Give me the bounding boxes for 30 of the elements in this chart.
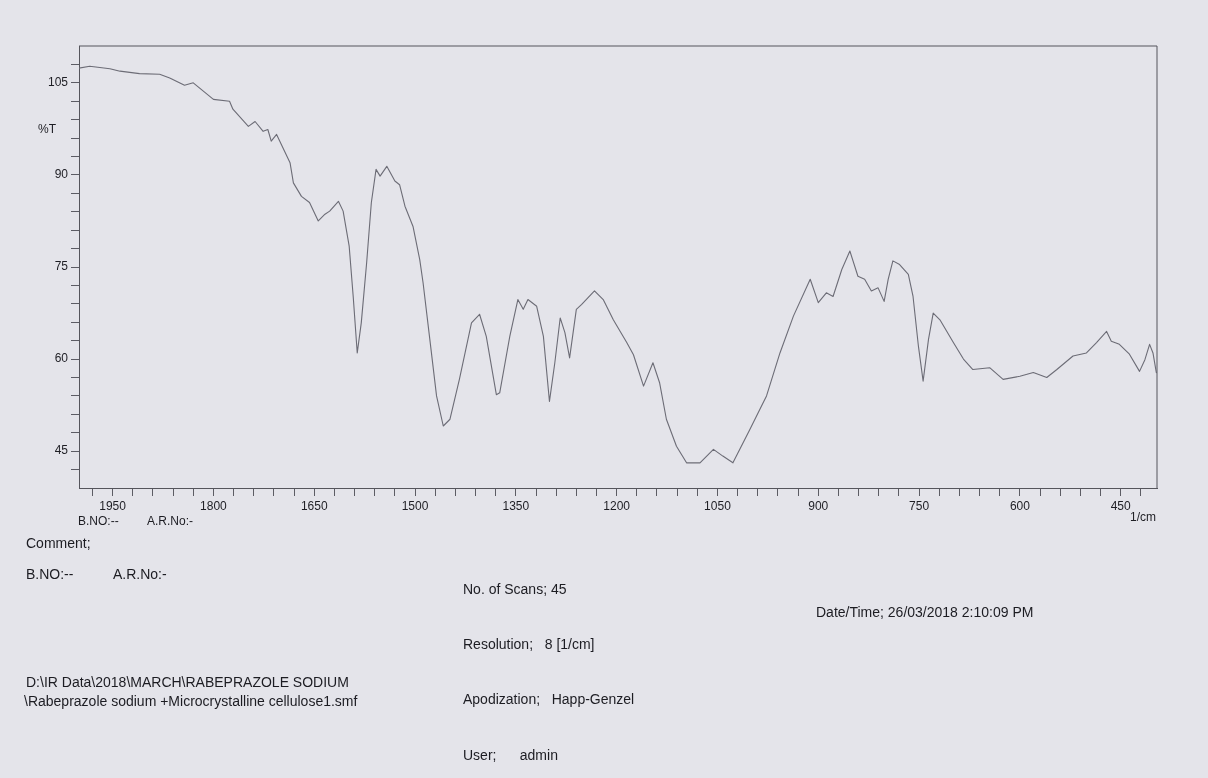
x-tick-label: 1650 bbox=[300, 498, 328, 513]
x-tick-label: 1950 bbox=[99, 498, 127, 513]
y-tick-label: 90 bbox=[54, 167, 69, 182]
y-tick-label: 45 bbox=[54, 443, 69, 458]
x-tick-label: 1350 bbox=[502, 498, 530, 513]
text: Resolution; 8 [1/cm] bbox=[463, 636, 595, 652]
text: Comment; bbox=[26, 535, 91, 551]
text: No. of Scans; 45 bbox=[463, 581, 567, 597]
y-axis-title: %T bbox=[38, 122, 57, 137]
x-tick-label: 1500 bbox=[401, 498, 429, 513]
x-tick-label: 600 bbox=[1009, 498, 1031, 513]
x-tick-label: 450 bbox=[1110, 498, 1132, 513]
x-tick-label: 1050 bbox=[704, 498, 732, 513]
text: B.NO:-- bbox=[78, 514, 119, 528]
x-axis-title: 1/cm bbox=[1129, 510, 1156, 525]
y-tick-label: 105 bbox=[47, 75, 69, 90]
y-tick-label: 75 bbox=[54, 259, 69, 274]
text: User; admin bbox=[463, 747, 558, 763]
x-tick-label: 1200 bbox=[603, 498, 631, 513]
text: Date/Time; 26/03/2018 2:10:09 PM bbox=[816, 604, 1034, 620]
text: D:\IR Data\2018\MARCH\RABEPRAZOLE SODIUM bbox=[26, 674, 349, 690]
x-tick-label: 900 bbox=[808, 498, 829, 513]
text: A.R.No:- bbox=[113, 566, 167, 582]
text: Apodization; Happ-Genzel bbox=[463, 691, 635, 707]
text: B.NO:-- bbox=[26, 566, 74, 582]
y-tick-label: 60 bbox=[54, 351, 69, 366]
x-tick-label: 750 bbox=[909, 498, 930, 513]
x-tick-label: 1800 bbox=[200, 498, 228, 513]
text: A.R.No:- bbox=[147, 514, 194, 528]
text: \Rabeprazole sodium +Microcrystalline cellulose1.smf bbox=[24, 693, 358, 709]
